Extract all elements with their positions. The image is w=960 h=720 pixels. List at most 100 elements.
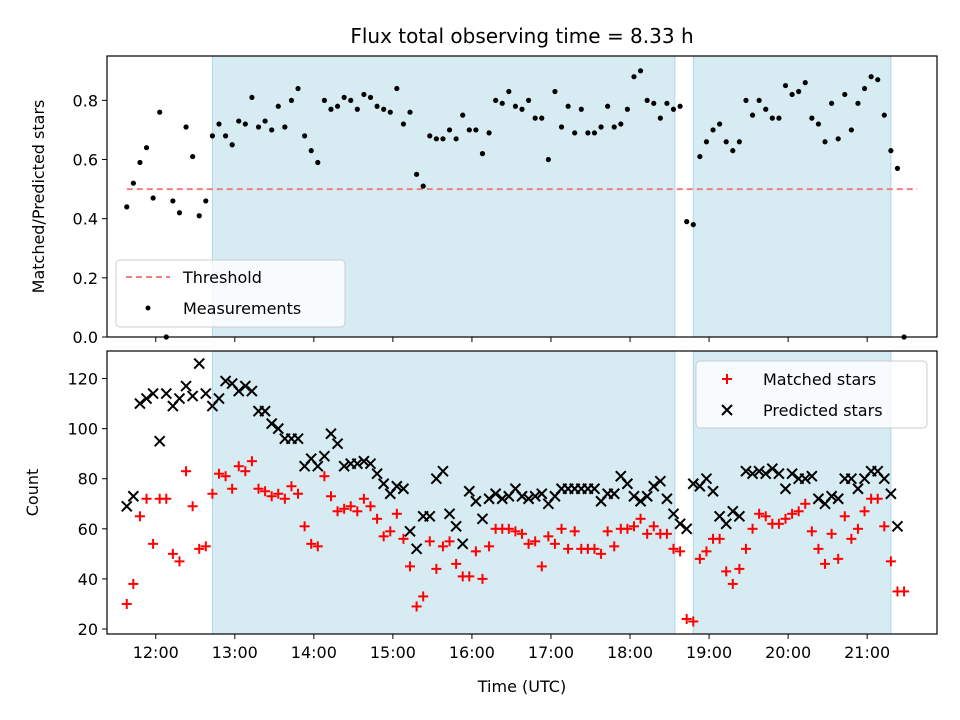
predicted-point [634,495,647,507]
predicted-point-b [522,493,535,505]
matched-point [424,536,435,547]
matched-point [569,526,580,537]
measurement-point [486,130,492,136]
matched-point [141,493,152,504]
predicted-point-b [338,460,350,472]
matched-point [233,461,244,472]
measurement-point [829,100,835,106]
measurement-point [618,121,624,127]
predicted-point [127,490,140,502]
x-axis-ticks-bottom: 12:00 13:00 14:00 15:00 16:00 17:00 18:00 19:00… [133,634,890,662]
matched-point [339,503,350,514]
matched-point [642,528,653,539]
matched-point [820,558,831,569]
predicted-point [147,387,159,400]
predicted-point [641,490,653,502]
measurement-point [381,106,387,112]
count-panel: 20 40 60 80 100 120 12:00 13:00 14:00 15:00 16:00… [23,350,938,696]
predicted-point [891,520,904,533]
measurement-point [499,100,505,106]
matched-point [451,558,462,569]
predicted-point [799,473,811,485]
predicted-point-b [674,518,686,530]
predicted-point [727,505,739,517]
matched-point [213,468,224,479]
measurement-point [512,103,519,109]
predicted-point-b [233,385,245,397]
matched-point [266,491,277,502]
y-axis-label-top: Matched/Predicted stars [29,100,48,294]
chart-title: Flux total observing time = 8.33 h [350,24,693,48]
y-tick-label: 0.4 [73,210,98,229]
predicted-point-b [700,473,713,485]
matched-point [602,526,613,537]
predicted-point [219,375,232,387]
measurement-point [282,124,288,130]
matched-point [181,466,192,477]
matched-point [773,518,784,529]
predicted-point-b [812,493,825,505]
predicted-point [233,385,245,397]
x-axis-ticks-top [155,337,868,342]
predicted-point [265,417,278,430]
predicted-point-b [489,488,502,500]
measurement-point [578,106,584,112]
measurement-point [367,94,374,101]
y-tick-label: 0.8 [73,91,98,110]
matched-point [365,501,376,512]
matched-point [312,541,323,552]
predicted-point [825,490,838,502]
predicted-point [786,468,798,480]
matched-point [227,483,238,494]
predicted-point [773,468,785,480]
measurement-point [894,165,901,171]
matched-point [714,533,725,544]
legend-top: Threshold Measurements [115,259,346,328]
predicted-point [628,490,640,502]
x-tick-label: 20:00 [765,643,811,662]
predicted-point [351,457,364,470]
measurement-point [631,74,637,80]
predicted-point-b [891,520,904,533]
predicted-point [806,470,818,482]
matched-point [734,563,745,574]
measurement-point [809,115,815,121]
measurement-point [690,222,696,228]
predicted-point [371,468,383,480]
predicted-point [180,380,192,392]
matched-point [174,556,185,567]
matched-point [273,488,284,499]
predicted-point [746,468,759,480]
matched-point [543,531,554,542]
x-tick-label: 19:00 [686,643,732,662]
predicted-point-b [121,500,133,512]
predicted-point [239,380,252,392]
predicted-point-b [760,468,772,480]
x-tick-label: 17:00 [528,643,574,662]
measurement-point [229,142,235,148]
predicted-point-b [377,478,390,490]
matched-point [694,553,705,564]
measurement-point [493,97,499,103]
matched-point [609,541,620,552]
predicted-point [720,518,732,530]
measurement-point [710,127,716,133]
measurement-point [341,94,347,101]
predicted-point-b [391,480,403,492]
measurement-point [255,124,262,130]
predicted-point-b [404,525,416,538]
predicted-point [457,538,469,550]
matched-point [391,508,402,519]
predicted-point [667,508,680,520]
matched-point [510,526,521,537]
matched-point [194,543,205,554]
matched-point [536,561,547,572]
predicted-point [483,493,495,505]
measurement-point [815,121,822,127]
predicted-point [812,493,825,505]
matched-point [253,483,264,494]
measurement-point [657,115,663,121]
predicted-point [318,450,331,462]
measurement-point [236,118,242,124]
predicted-point-b [634,495,647,507]
